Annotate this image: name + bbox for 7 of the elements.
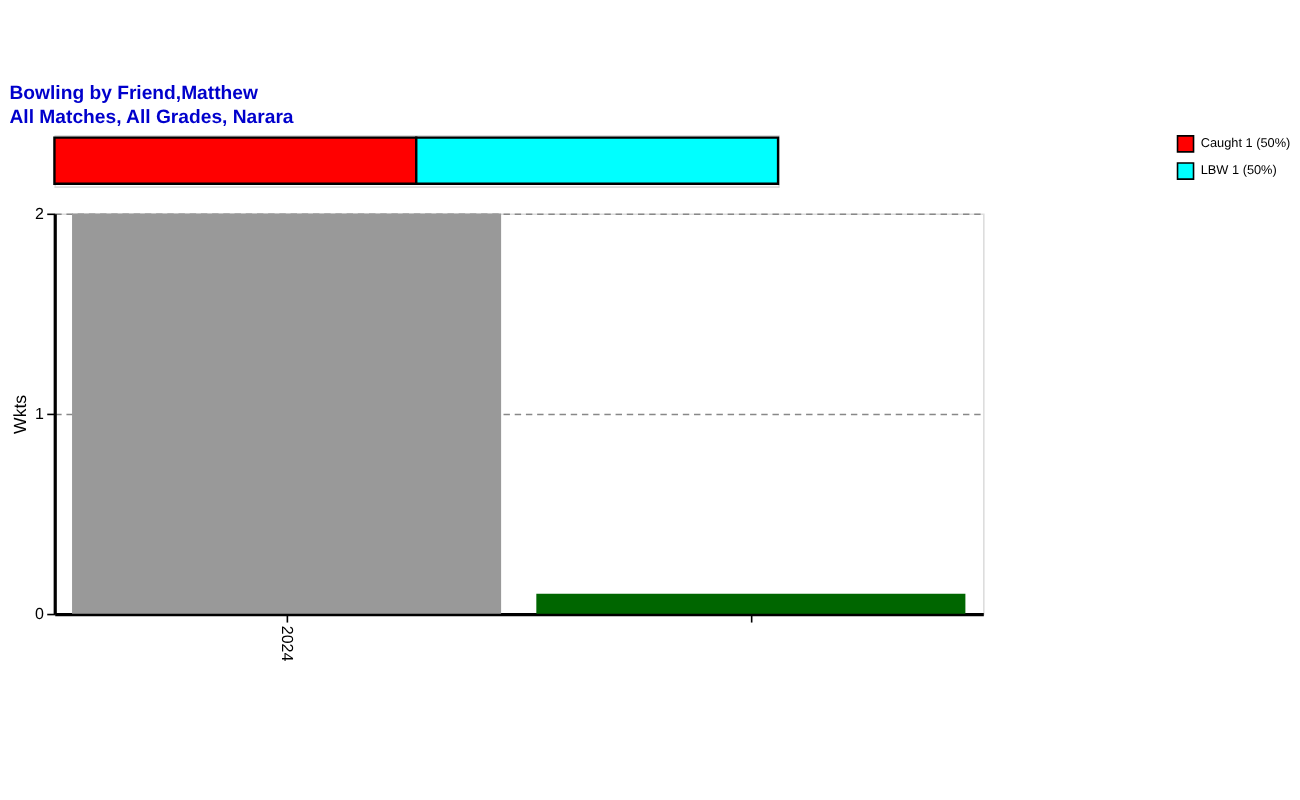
x-tick-label: 2024 — [277, 625, 296, 663]
y-tick-label: 0 — [35, 605, 46, 624]
y-tick-label: 1 — [35, 405, 46, 424]
y-axis-title: Wkts — [9, 393, 30, 434]
y-tick-label: 2 — [35, 205, 46, 224]
chart-subtitle: All Matches, All Grades, Narara — [9, 107, 295, 130]
chart-title: Bowling by Friend,Matthew — [9, 83, 259, 106]
